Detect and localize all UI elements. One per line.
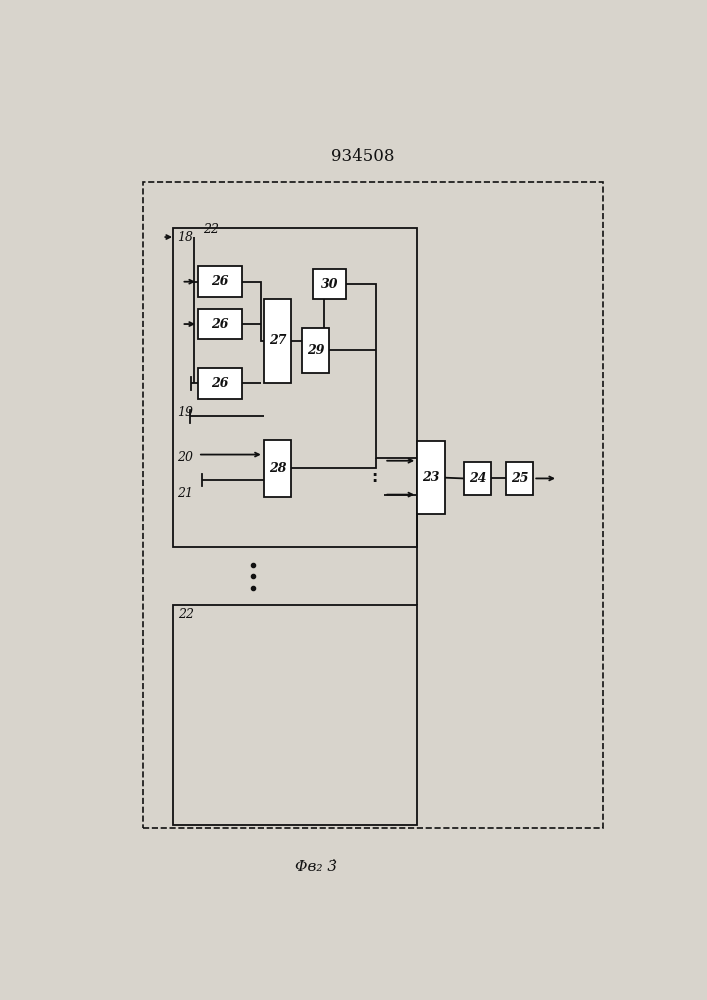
Text: :: : [371,470,378,485]
Bar [198,309,242,339]
Text: 24: 24 [469,472,486,485]
Text: 23: 23 [422,471,440,484]
Bar [464,462,491,495]
Bar [264,440,291,497]
Text: 21: 21 [177,487,193,500]
Text: 18: 18 [177,231,193,244]
Text: 25: 25 [511,472,528,485]
Bar [506,462,533,495]
Bar [173,605,417,825]
Text: 19: 19 [177,406,193,419]
Bar [198,368,242,399]
Text: 27: 27 [269,334,286,347]
Bar [173,228,417,547]
Text: 22: 22 [204,223,219,236]
Text: 29: 29 [307,344,325,357]
Text: 26: 26 [211,377,228,390]
Bar [144,182,604,828]
Text: 26: 26 [211,275,228,288]
Bar [264,299,291,383]
Text: 26: 26 [211,318,228,331]
Text: Φв₂ 3̇: Φв₂ 3̇ [295,860,337,874]
Text: 28: 28 [269,462,286,475]
Text: 934508: 934508 [331,148,394,165]
Text: 20: 20 [177,451,193,464]
Text: 22: 22 [178,608,194,621]
Bar [417,441,445,514]
Bar [198,266,242,297]
Text: 30: 30 [321,278,338,291]
Bar [313,269,346,299]
Bar [302,328,329,373]
